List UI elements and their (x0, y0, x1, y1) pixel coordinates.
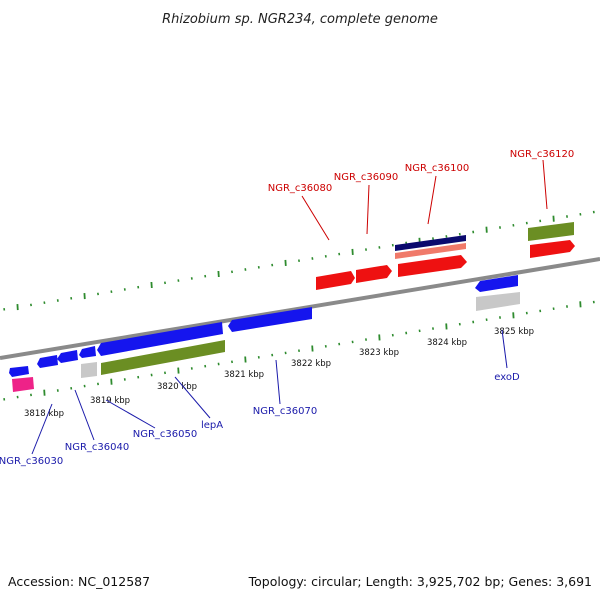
scale-label: 3823 kbp (359, 348, 399, 358)
gene-label[interactable]: NGR_c36070 (253, 406, 318, 417)
page-title: Rhizobium sp. NGR234, complete genome (162, 12, 438, 27)
gene-feature[interactable] (12, 377, 34, 392)
gene-feature[interactable] (101, 340, 225, 375)
gene-label[interactable]: NGR_c36050 (133, 429, 198, 440)
gene-label[interactable]: NGR_c36080 (268, 183, 333, 194)
gene-feature[interactable] (37, 355, 58, 368)
accession-label: Accession: NC_012587 (8, 574, 150, 589)
gene-feature[interactable] (398, 255, 467, 277)
gene-label[interactable]: exoD (494, 372, 520, 383)
tick-marks (3, 210, 595, 401)
gene-feature[interactable] (356, 265, 392, 283)
gene-feature[interactable] (530, 240, 575, 258)
gene-feature[interactable] (57, 350, 78, 363)
gene-feature[interactable] (528, 222, 574, 241)
gene-feature[interactable] (81, 362, 97, 378)
gene-label[interactable]: NGR_c36120 (510, 149, 575, 160)
gene-label[interactable]: NGR_c36030 (0, 456, 63, 467)
gene-label[interactable]: lepA (201, 420, 223, 431)
gene-feature[interactable] (9, 366, 29, 377)
gene-feature[interactable] (395, 235, 466, 251)
gene-feature[interactable] (475, 275, 518, 292)
reverse-strand-features (9, 275, 520, 392)
label-leaders (31, 159, 548, 455)
genome-summary: Topology: circular; Length: 3,925,702 bp… (248, 574, 592, 589)
gene-label[interactable]: NGR_c36090 (334, 172, 399, 183)
scale-label: 3822 kbp (291, 359, 331, 369)
gene-label[interactable]: NGR_c36100 (405, 163, 470, 174)
genome-backbone (0, 257, 600, 360)
gene-feature[interactable] (97, 322, 223, 356)
gene-label[interactable]: NGR_c36040 (65, 442, 130, 453)
scale-label: 3818 kbp (24, 409, 64, 419)
scale-labels: 3818 kbp 3819 kbp 3820 kbp 3821 kbp 3822… (24, 327, 534, 419)
gene-feature[interactable] (476, 292, 520, 311)
forward-strand-features (316, 222, 575, 290)
gene-feature[interactable] (395, 243, 466, 259)
scale-label: 3819 kbp (90, 396, 130, 406)
scale-label: 3825 kbp (494, 327, 534, 337)
gene-feature[interactable] (79, 346, 96, 358)
scale-label: 3821 kbp (224, 370, 264, 380)
gene-feature[interactable] (228, 307, 312, 332)
scale-label: 3820 kbp (157, 382, 197, 392)
gene-feature[interactable] (316, 271, 355, 290)
scale-label: 3824 kbp (427, 338, 467, 348)
